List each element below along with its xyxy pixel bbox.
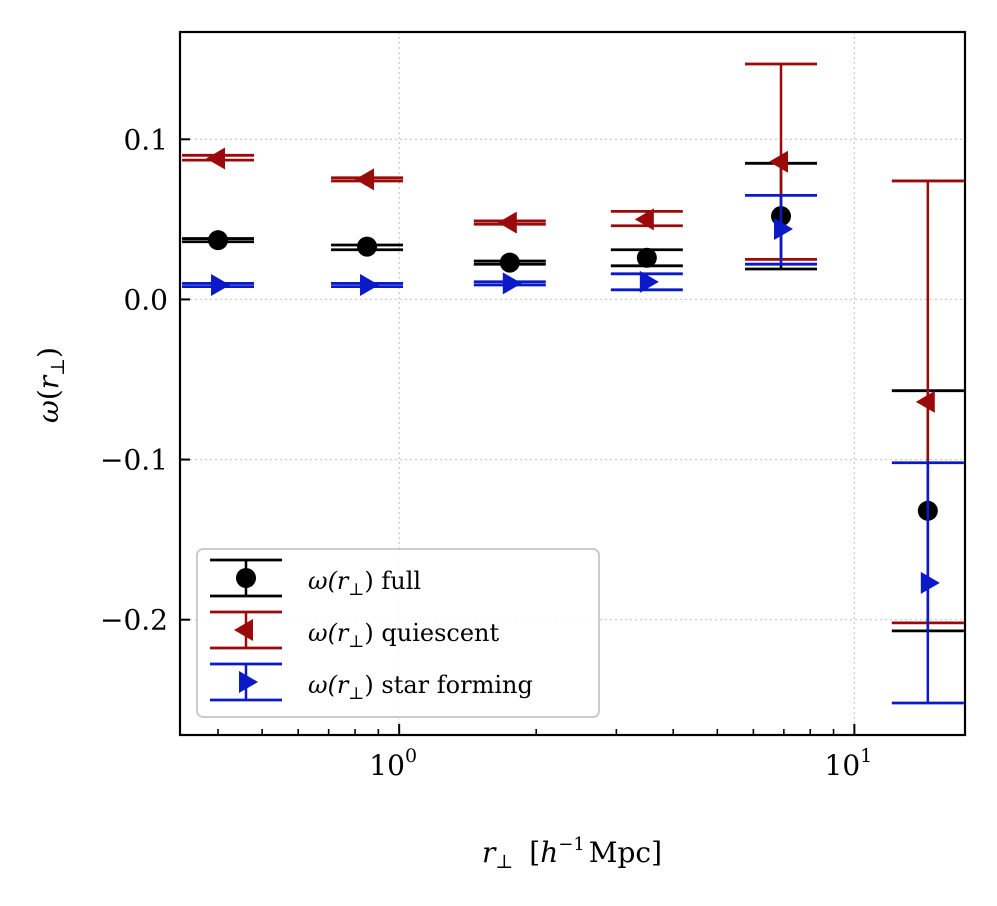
x-tick-label: 100 bbox=[369, 745, 417, 782]
legend-box bbox=[196, 548, 600, 718]
data-series bbox=[182, 62, 964, 705]
legend: ω(r⊥) full ω(r⊥) quiescent ω(r⊥) star fo… bbox=[196, 548, 600, 718]
legend-entry-star-forming: ω(r⊥) star forming bbox=[210, 662, 533, 704]
data-point bbox=[774, 217, 794, 240]
legend-marker bbox=[236, 568, 256, 588]
y-label-r: r bbox=[32, 374, 65, 389]
x-tick-label: 101 bbox=[825, 745, 873, 782]
plot-frame bbox=[178, 30, 967, 737]
y-axis-label: ω(r⊥) bbox=[32, 347, 69, 423]
axes: 0.1 0.0 −0.1 −0.2 100 101 bbox=[100, 30, 967, 782]
legend-entry-full: ω(r⊥) full bbox=[210, 558, 421, 600]
data-point bbox=[360, 274, 380, 297]
legend-label-star-forming: ω(r⊥) star forming bbox=[308, 671, 533, 704]
svg-text:ω(r⊥): ω(r⊥) bbox=[32, 347, 69, 423]
legend-label-quiescent: ω(r⊥) quiescent bbox=[308, 619, 500, 652]
x-label-r: r bbox=[482, 836, 497, 869]
x-axis-label: r⊥ [h−1 Mpc] bbox=[482, 834, 662, 873]
data-point bbox=[636, 247, 657, 268]
x-label-h: h bbox=[540, 836, 558, 869]
y-tick-label: 0.0 bbox=[123, 283, 168, 316]
y-label-paren-open: ( bbox=[32, 389, 65, 400]
y-label-omega: ω bbox=[32, 400, 65, 423]
data-point bbox=[639, 270, 659, 293]
data-point bbox=[355, 168, 375, 191]
series-1 bbox=[182, 62, 964, 625]
legend-symbol-star-forming bbox=[210, 662, 282, 702]
y-tick-label: −0.1 bbox=[100, 444, 168, 477]
data-point bbox=[502, 272, 522, 295]
x-label-exp: −1 bbox=[558, 834, 585, 855]
data-point bbox=[499, 252, 520, 273]
legend-marker bbox=[239, 671, 258, 693]
x-label-bracket: [ bbox=[529, 836, 540, 869]
data-point bbox=[915, 390, 935, 413]
data-point bbox=[769, 150, 789, 173]
x-label-sub: ⊥ bbox=[495, 851, 513, 873]
y-tick-label: −0.2 bbox=[100, 604, 168, 637]
legend-entry-quiescent: ω(r⊥) quiescent bbox=[210, 610, 500, 652]
data-point bbox=[208, 230, 229, 251]
y-tick-label: 0.1 bbox=[123, 123, 168, 156]
legend-symbol-full bbox=[210, 558, 282, 598]
legend-symbol-quiescent bbox=[210, 610, 282, 650]
data-point bbox=[211, 274, 231, 297]
legend-marker bbox=[234, 619, 253, 641]
y-label-paren-close: ) bbox=[32, 347, 65, 358]
data-point bbox=[634, 208, 654, 231]
data-point bbox=[920, 571, 940, 594]
y-label-sub: ⊥ bbox=[47, 358, 69, 376]
data-point bbox=[206, 147, 226, 170]
series-2 bbox=[182, 193, 964, 705]
data-point bbox=[497, 211, 517, 234]
legend-label-full: ω(r⊥) full bbox=[308, 567, 421, 600]
x-label-unit: Mpc] bbox=[589, 836, 662, 869]
data-point bbox=[357, 236, 378, 257]
